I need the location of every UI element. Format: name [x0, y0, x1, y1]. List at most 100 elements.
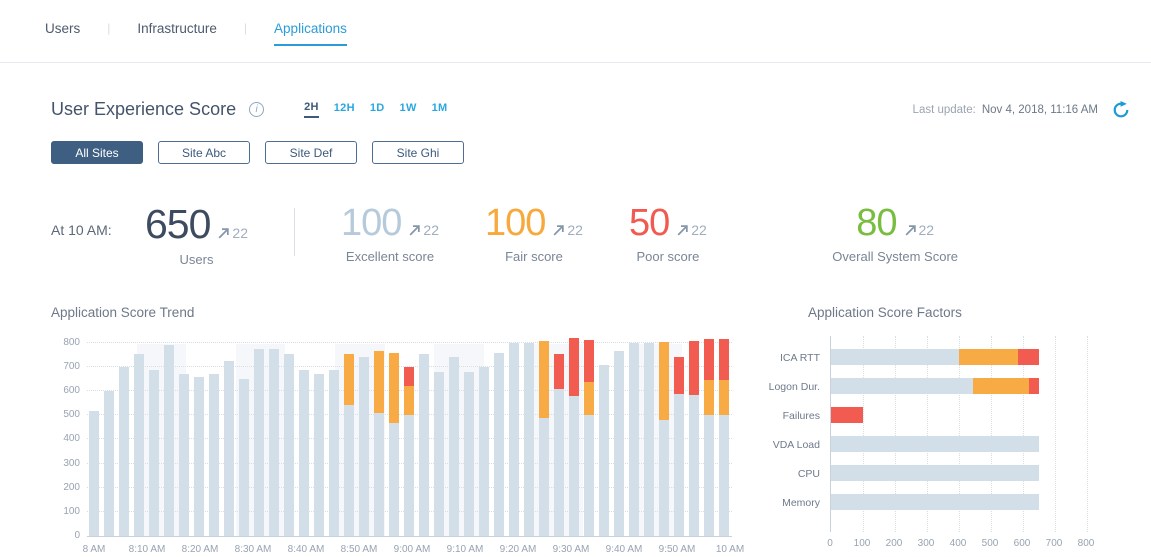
trend-bar[interactable] — [344, 354, 354, 536]
factor-bar[interactable] — [831, 349, 1039, 365]
trend-bar[interactable] — [299, 370, 309, 536]
x-axis-tick: 600 — [1013, 538, 1031, 549]
stat-delta-value: 22 — [918, 222, 935, 238]
trend-bar[interactable] — [224, 361, 234, 536]
trend-chart-x-axis: 8 AM 8:10 AM 8:20 AM 8:30 AM 8:40 AM 8:50 AM 9… — [83, 544, 745, 557]
trend-bar-segment-base — [329, 370, 339, 536]
trend-bar[interactable] — [374, 351, 384, 536]
trend-up-icon — [409, 224, 421, 235]
trend-bar[interactable] — [584, 339, 594, 536]
time-range-1m[interactable]: 1M — [431, 102, 448, 114]
factor-bar[interactable] — [831, 465, 1039, 481]
trend-bar[interactable] — [104, 391, 114, 536]
stat-label: Excellent score — [345, 249, 435, 264]
trend-bar-segment-fair — [404, 386, 414, 415]
x-axis-tick: 8:20 AM — [181, 544, 219, 555]
trend-bar-segment-base — [239, 379, 249, 536]
trend-bar[interactable] — [179, 374, 189, 536]
trend-bar-segment-base — [629, 343, 639, 536]
trend-bar[interactable] — [509, 343, 519, 536]
tab-users[interactable]: Users — [45, 21, 81, 36]
y-axis-tick: 700 — [63, 361, 80, 372]
trend-bar[interactable] — [404, 367, 414, 536]
trend-bar[interactable] — [614, 351, 624, 536]
site-button-all-sites[interactable]: All Sites — [51, 141, 143, 164]
refresh-icon[interactable] — [1112, 100, 1130, 119]
factor-bar[interactable] — [831, 378, 1039, 394]
time-range-2h[interactable]: 2H — [304, 101, 319, 118]
trend-bar[interactable] — [134, 354, 144, 536]
trend-up-icon — [218, 227, 230, 238]
trend-bar[interactable] — [239, 379, 249, 536]
trend-bar[interactable] — [629, 343, 639, 536]
trend-bar[interactable] — [419, 354, 429, 536]
x-axis-tick: 800 — [1077, 538, 1095, 549]
trend-bar[interactable] — [89, 411, 99, 536]
trend-bar[interactable] — [359, 357, 369, 536]
trend-bar-segment-base — [464, 372, 474, 536]
trend-bar[interactable] — [704, 339, 714, 536]
trend-bar[interactable] — [314, 374, 324, 536]
trend-bar[interactable] — [194, 377, 204, 536]
trend-bar[interactable] — [389, 353, 399, 536]
stat-value: 80 — [856, 202, 897, 244]
stat-label: Poor score — [636, 249, 700, 264]
trend-bar[interactable] — [209, 374, 219, 536]
stat-delta: 22 — [552, 222, 583, 238]
time-range-12h[interactable]: 12H — [333, 102, 355, 114]
trend-bar[interactable] — [524, 343, 534, 536]
trend-bar[interactable] — [479, 367, 489, 536]
plot-band — [136, 344, 187, 536]
trend-bar-segment-base — [389, 423, 399, 536]
trend-bar[interactable] — [494, 353, 504, 536]
time-range-1d[interactable]: 1D — [369, 102, 385, 114]
x-axis-tick: 8:10 AM — [128, 544, 166, 555]
trend-bar[interactable] — [284, 354, 294, 536]
tab-infrastructure[interactable]: Infrastructure — [137, 21, 217, 36]
factor-bar[interactable] — [831, 436, 1039, 452]
factor-label: Memory — [782, 497, 820, 509]
trend-bar-segment-base — [419, 354, 429, 536]
trend-bar-segment-base — [254, 349, 264, 536]
trend-bar[interactable] — [554, 354, 564, 536]
factor-bar[interactable] — [831, 407, 863, 423]
trend-bar-segment-base — [284, 354, 294, 536]
x-axis-tick: 8:30 AM — [234, 544, 272, 555]
y-axis-tick: 500 — [63, 409, 80, 420]
trend-bar[interactable] — [659, 342, 669, 536]
stat-top: 80 22 — [856, 204, 934, 242]
trend-bar[interactable] — [674, 356, 684, 536]
trend-bar[interactable] — [599, 365, 609, 536]
factor-label: Logon Dur. — [768, 381, 820, 393]
trend-bar[interactable] — [434, 372, 444, 536]
stat-delta-value: 22 — [232, 225, 248, 241]
trend-bar[interactable] — [254, 349, 264, 536]
trend-bar[interactable] — [449, 357, 459, 536]
trend-bar[interactable] — [119, 367, 129, 536]
tab-separator: | — [243, 21, 248, 35]
trend-up-icon — [905, 224, 916, 235]
trend-bar[interactable] — [644, 343, 654, 536]
x-axis-tick: 200 — [885, 538, 903, 549]
trend-bar[interactable] — [269, 349, 279, 536]
trend-bar[interactable] — [689, 341, 699, 536]
site-button-site-abc[interactable]: Site Abc — [158, 141, 250, 164]
time-range-1w[interactable]: 1W — [399, 102, 417, 114]
factor-bar[interactable] — [831, 494, 1039, 510]
stat-overall: 80 22 Overall System Score — [832, 204, 958, 264]
trend-bar[interactable] — [329, 370, 339, 536]
info-icon[interactable]: i — [249, 102, 265, 117]
trend-bar-segment-base — [704, 415, 714, 536]
trend-bar[interactable] — [569, 338, 579, 536]
y-axis-tick: 600 — [63, 385, 80, 396]
trend-bar[interactable] — [164, 345, 174, 536]
trend-bar[interactable] — [149, 370, 159, 536]
trend-bar[interactable] — [719, 339, 729, 536]
site-button-site-ghi[interactable]: Site Ghi — [372, 141, 464, 164]
trend-bar-segment-base — [299, 370, 309, 536]
tab-applications[interactable]: Applications — [274, 21, 347, 46]
trend-bar-segment-base — [269, 349, 279, 536]
site-button-site-def[interactable]: Site Def — [265, 141, 357, 164]
trend-bar[interactable] — [464, 372, 474, 536]
trend-bar[interactable] — [539, 341, 549, 536]
